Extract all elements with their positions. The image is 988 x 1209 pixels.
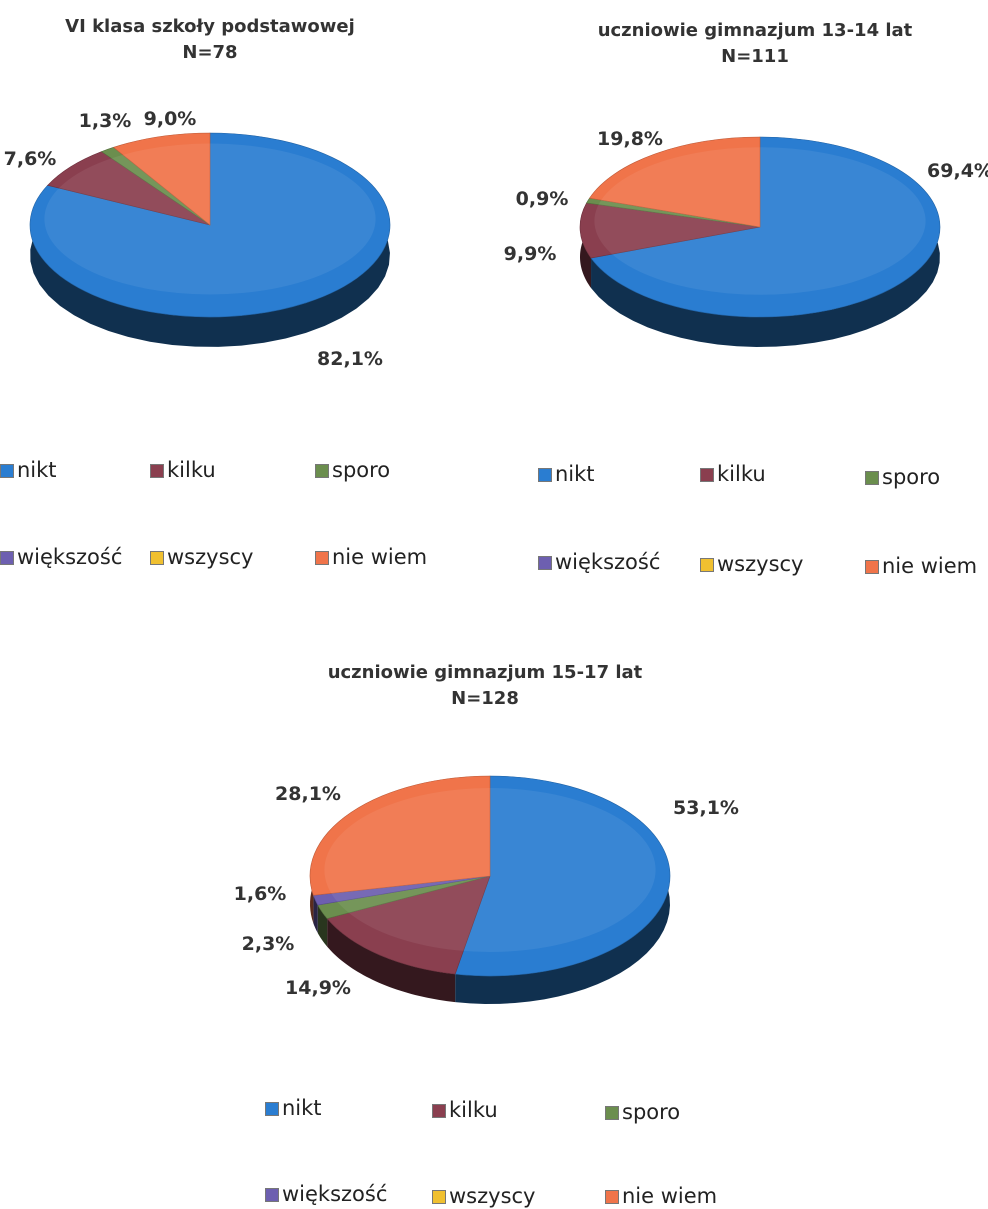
- pie-chart-1: 82,1% 7,6% 1,3% 9,0%: [4, 108, 391, 370]
- pie-1-highlight: [44, 143, 376, 295]
- pie-3-side-wiekszosc: [313, 895, 318, 934]
- chart-2-subtitle: N=111: [721, 46, 789, 67]
- legend-1-wiekszosc: większość: [0, 545, 122, 569]
- legend-1-nie-wiem: nie wiem: [315, 545, 427, 569]
- pie-chart-3: 53,1% 14,9% 2,3% 1,6% 28,1%: [234, 775, 739, 1004]
- chart-1-title: VI klasa szkoły podstawowej N=78: [40, 14, 380, 66]
- legend-1-sporo: sporo: [315, 458, 390, 482]
- chart-1-subtitle: N=78: [182, 42, 238, 63]
- legend-1-nikt: nikt: [0, 458, 57, 482]
- legend-3-sporo: sporo: [605, 1100, 680, 1124]
- legend-swatch-icon: [150, 464, 164, 478]
- legend-label: nie wiem: [332, 545, 428, 569]
- legend-swatch-icon: [865, 560, 879, 574]
- legend-swatch-icon: [0, 464, 14, 478]
- legend-swatch-icon: [150, 551, 164, 565]
- legend-swatch-icon: [538, 556, 552, 570]
- chart-1-title-text: VI klasa szkoły podstawowej: [65, 16, 355, 37]
- legend-swatch-icon: [265, 1102, 279, 1116]
- legend-label: sporo: [332, 458, 391, 482]
- pie-3-slice-kilku: [326, 875, 491, 975]
- legend-1-kilku: kilku: [150, 458, 216, 482]
- legend-2-wszyscy: wszyscy: [700, 552, 803, 576]
- legend-swatch-icon: [538, 468, 552, 482]
- legend-label: sporo: [622, 1100, 681, 1124]
- pie-3-label-sporo: 2,3%: [242, 933, 295, 955]
- legend-swatch-icon: [315, 464, 329, 478]
- pie-2-highlight: [594, 147, 926, 295]
- pie-2-label-nie_wiem: 19,8%: [597, 128, 663, 150]
- legend-label: wszyscy: [717, 552, 804, 576]
- legend-swatch-icon: [700, 468, 714, 482]
- pie-3-slice-nie_wiem: [309, 775, 491, 896]
- legend-swatch-icon: [0, 551, 14, 565]
- legend-label: kilku: [449, 1098, 498, 1122]
- legend-3-kilku: kilku: [432, 1098, 498, 1122]
- legend-swatch-icon: [432, 1104, 446, 1118]
- legend-swatch-icon: [605, 1106, 619, 1120]
- legend-label: sporo: [882, 465, 941, 489]
- legend-label: nie wiem: [882, 554, 978, 578]
- pie-3-highlight: [324, 788, 656, 952]
- pie-3-label-kilku: 14,9%: [285, 977, 351, 999]
- legend-label: większość: [17, 545, 123, 569]
- legend-2-kilku: kilku: [700, 462, 766, 486]
- legend-label: kilku: [167, 458, 216, 482]
- pie-1-label-nikt: 82,1%: [317, 348, 383, 370]
- legend-2-sporo: sporo: [865, 465, 940, 489]
- pie-2-slice-nikt: [590, 136, 941, 318]
- legend-swatch-icon: [700, 558, 714, 572]
- pie-1-label-kilku: 7,6%: [4, 148, 57, 170]
- pie-3-side-sporo: [317, 905, 328, 947]
- pie-2-slice-nie_wiem: [589, 136, 761, 228]
- pie-3-label-nikt: 53,1%: [673, 797, 739, 819]
- legend-swatch-icon: [432, 1190, 446, 1204]
- chart-2-title: uczniowie gimnazjum 13-14 lat N=111: [560, 18, 950, 70]
- pie-2-label-sporo: 0,9%: [516, 188, 569, 210]
- pie-chart-2: 69,4% 9,9% 0,9% 19,8%: [504, 128, 988, 347]
- legend-label: nikt: [555, 462, 595, 486]
- pie-1-label-sporo: 1,3%: [79, 110, 132, 132]
- pie-2-label-kilku: 9,9%: [504, 243, 557, 265]
- chart-2-title-text: uczniowie gimnazjum 13-14 lat: [597, 20, 913, 41]
- legend-2-wiekszosc: większość: [538, 550, 660, 574]
- pie-2-slice-kilku: [579, 202, 761, 259]
- legend-swatch-icon: [865, 471, 879, 485]
- legend-3-wszyscy: wszyscy: [432, 1184, 535, 1208]
- legend-label: większość: [282, 1182, 388, 1206]
- pie-1-slice-nie_wiem: [112, 132, 211, 226]
- legend-3-nie-wiem: nie wiem: [605, 1184, 717, 1208]
- chart-3-subtitle: N=128: [451, 688, 519, 709]
- legend-label: wszyscy: [449, 1184, 536, 1208]
- legend-3-nikt: nikt: [265, 1096, 322, 1120]
- legend-swatch-icon: [265, 1188, 279, 1202]
- legend-2-nie-wiem: nie wiem: [865, 554, 977, 578]
- legend-swatch-icon: [605, 1190, 619, 1204]
- pie-1-label-nie_wiem: 9,0%: [144, 108, 197, 130]
- legend-label: wszyscy: [167, 545, 254, 569]
- pie-3-label-nie_wiem: 28,1%: [275, 783, 341, 805]
- legend-1-wszyscy: wszyscy: [150, 545, 253, 569]
- legend-label: kilku: [717, 462, 766, 486]
- pie-3-side-nikt: [455, 776, 670, 1004]
- pie-3-side-kilku: [327, 918, 456, 1003]
- pie-3-slice-nikt: [454, 775, 671, 977]
- legend-swatch-icon: [315, 551, 329, 565]
- legend-label: nikt: [17, 458, 57, 482]
- legend-label: nie wiem: [622, 1184, 718, 1208]
- chart-3-title-text: uczniowie gimnazjum 15-17 lat: [327, 662, 643, 683]
- legend-3-wiekszosc: większość: [265, 1182, 387, 1206]
- pie-2-label-nikt: 69,4%: [927, 160, 988, 182]
- legend-label: większość: [555, 550, 661, 574]
- legend-2-nikt: nikt: [538, 462, 595, 486]
- chart-3-title: uczniowie gimnazjum 15-17 lat N=128: [290, 660, 680, 712]
- pie-3-label-wiekszosc: 1,6%: [234, 883, 287, 905]
- legend-label: nikt: [282, 1096, 322, 1120]
